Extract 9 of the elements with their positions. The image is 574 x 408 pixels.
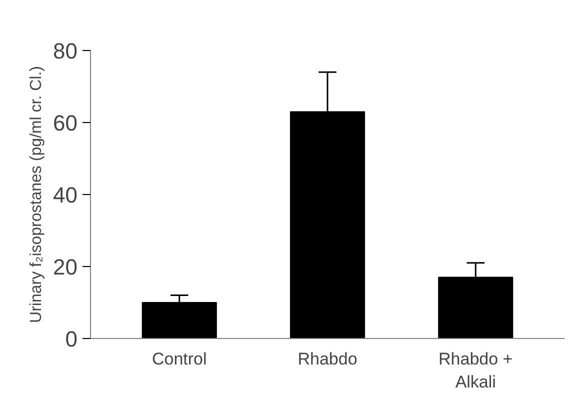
y-tick-label: 80 xyxy=(53,38,78,64)
x-tick-label: Control xyxy=(152,350,207,368)
y-axis-title: Urinary f₂isoprostanes (pg/ml cr. Cl.) xyxy=(28,66,46,323)
x-tick-label: Rhabdo + Alkali xyxy=(438,350,513,392)
y-tick-label: 40 xyxy=(53,182,78,208)
y-tick-label: 0 xyxy=(65,326,78,352)
y-tick-label: 20 xyxy=(53,254,78,280)
y-tick-label: 60 xyxy=(53,110,78,136)
x-tick-label: Rhabdo xyxy=(298,350,358,368)
